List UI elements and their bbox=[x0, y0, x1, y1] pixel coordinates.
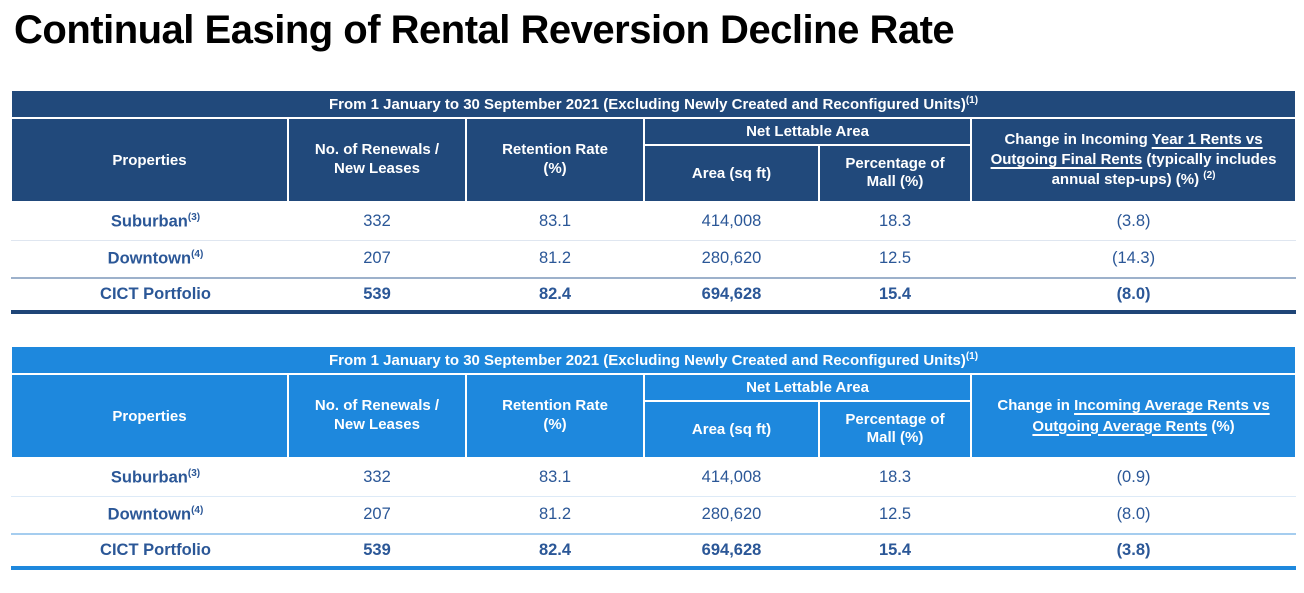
cell-change: (14.3) bbox=[971, 240, 1297, 279]
change-header-suffix: (typically includes annual step-ups) (%) bbox=[1051, 150, 1277, 189]
col-group-net-lettable-area: Net Lettable Area bbox=[643, 117, 972, 146]
footnote-ref-1: (1) bbox=[965, 351, 979, 362]
col-header-retention: Retention Rate (%) bbox=[465, 373, 645, 459]
table-header-row-sub: Area (sq ft) Percentage of Mall (%) bbox=[11, 399, 1296, 460]
col-header-pct-mall: Percentage of Mall (%) bbox=[818, 399, 972, 460]
row-label: Downtown(4) bbox=[11, 240, 288, 279]
cell-renewals: 539 bbox=[288, 278, 466, 314]
row-label-text: Downtown bbox=[107, 505, 192, 524]
col-header-properties: Properties bbox=[10, 373, 289, 459]
cell-retention: 82.4 bbox=[466, 278, 644, 314]
change-header-suffix: (%) bbox=[1207, 417, 1235, 435]
table-header-row-top: Properties No. of Renewals / New Leases … bbox=[10, 117, 1298, 203]
footnote-ref-4: (4) bbox=[191, 249, 204, 260]
total-label: CICT Portfolio bbox=[11, 278, 288, 314]
cell-change: (8.0) bbox=[971, 278, 1297, 314]
col-header-properties: Properties bbox=[10, 117, 289, 203]
total-label: CICT Portfolio bbox=[11, 534, 288, 570]
cell-pct-mall: 12.5 bbox=[819, 496, 971, 535]
footnote-ref-2: (2) bbox=[1203, 170, 1216, 182]
col-header-renewals: No. of Renewals / New Leases bbox=[287, 117, 467, 203]
col-header-change-rents: Change in Incoming Average Rents vs Outg… bbox=[969, 373, 1298, 459]
cell-renewals: 332 bbox=[288, 458, 466, 497]
period-band: From 1 January to 30 September 2021 (Exc… bbox=[9, 89, 1298, 119]
row-label: Downtown(4) bbox=[11, 496, 288, 535]
col-header-pct-mall: Percentage of Mall (%) bbox=[818, 143, 972, 204]
cell-change: (3.8) bbox=[971, 534, 1297, 570]
cell-pct-mall: 18.3 bbox=[819, 458, 971, 497]
cell-retention: 81.2 bbox=[466, 240, 644, 279]
cell-pct-mall: 18.3 bbox=[819, 202, 971, 241]
rental-reversion-table-avg-vs-avg: From 1 January to 30 September 2021 (Exc… bbox=[9, 345, 1298, 570]
cell-renewals: 207 bbox=[288, 496, 466, 535]
cell-area: 694,628 bbox=[644, 534, 819, 570]
table-total-row: CICT Portfolio 539 82.4 694,628 15.4 (3.… bbox=[11, 534, 1297, 570]
table-header-row-sub: Area (sq ft) Percentage of Mall (%) bbox=[11, 143, 1296, 204]
period-band-text: From 1 January to 30 September 2021 (Exc… bbox=[329, 96, 966, 113]
change-header-prefix: Change in bbox=[997, 397, 1075, 414]
change-header-prefix: Change in Incoming bbox=[1004, 131, 1152, 149]
slide: Continual Easing of Rental Reversion Dec… bbox=[0, 8, 1304, 593]
table-band-row: From 1 January to 30 September 2021 (Exc… bbox=[9, 345, 1298, 375]
col-header-change-rents: Change in Incoming Year 1 Rents vs Outgo… bbox=[969, 117, 1298, 203]
cell-area: 280,620 bbox=[644, 496, 819, 535]
cell-pct-mall: 15.4 bbox=[819, 278, 971, 314]
table-band-row: From 1 January to 30 September 2021 (Exc… bbox=[9, 89, 1298, 119]
footnote-ref-3: (3) bbox=[187, 211, 201, 223]
cell-area: 414,008 bbox=[644, 202, 819, 241]
row-label-text: Downtown bbox=[107, 249, 192, 268]
col-header-area: Area (sq ft) bbox=[643, 143, 820, 204]
table-row: Downtown(4) 207 81.2 280,620 12.5 (8.0) bbox=[11, 496, 1297, 535]
change-header-underlined: Year 1 Rents vs Outgoing Final Rents bbox=[990, 131, 1263, 168]
cell-renewals: 332 bbox=[288, 202, 466, 241]
table-total-row: CICT Portfolio 539 82.4 694,628 15.4 (8.… bbox=[11, 278, 1297, 314]
table-row: Downtown(4) 207 81.2 280,620 12.5 (14.3) bbox=[11, 240, 1297, 279]
footnote-ref-4: (4) bbox=[191, 505, 204, 516]
cell-area: 694,628 bbox=[644, 278, 819, 314]
row-label: Suburban(3) bbox=[11, 458, 288, 497]
col-header-area: Area (sq ft) bbox=[643, 399, 820, 460]
cell-change: (8.0) bbox=[971, 496, 1297, 535]
row-label-text: Suburban bbox=[110, 468, 188, 486]
row-label-text: Suburban bbox=[110, 212, 188, 230]
cell-retention: 83.1 bbox=[466, 202, 644, 241]
row-label: Suburban(3) bbox=[11, 202, 288, 241]
cell-area: 280,620 bbox=[644, 240, 819, 279]
cell-renewals: 207 bbox=[288, 240, 466, 279]
cell-renewals: 539 bbox=[288, 534, 466, 570]
cell-area: 414,008 bbox=[644, 458, 819, 497]
page-title: Continual Easing of Rental Reversion Dec… bbox=[14, 8, 955, 52]
period-band-text: From 1 January to 30 September 2021 (Exc… bbox=[329, 352, 966, 369]
col-header-renewals: No. of Renewals / New Leases bbox=[287, 373, 467, 459]
table-row: Suburban(3) 332 83.1 414,008 18.3 (3.8) bbox=[11, 202, 1297, 241]
col-header-retention: Retention Rate (%) bbox=[465, 117, 645, 203]
cell-retention: 83.1 bbox=[466, 458, 644, 497]
cell-pct-mall: 15.4 bbox=[819, 534, 971, 570]
cell-retention: 82.4 bbox=[466, 534, 644, 570]
footnote-ref-1: (1) bbox=[965, 95, 979, 106]
cell-change: (3.8) bbox=[971, 202, 1297, 241]
footnote-ref-3: (3) bbox=[187, 467, 201, 479]
cell-pct-mall: 12.5 bbox=[819, 240, 971, 279]
change-header-underlined: Incoming Average Rents vs Outgoing Avera… bbox=[1032, 397, 1270, 435]
cell-change: (0.9) bbox=[971, 458, 1297, 497]
period-band: From 1 January to 30 September 2021 (Exc… bbox=[9, 345, 1298, 375]
table-row: Suburban(3) 332 83.1 414,008 18.3 (0.9) bbox=[11, 458, 1297, 497]
table-header-row-top: Properties No. of Renewals / New Leases … bbox=[10, 373, 1298, 459]
col-group-net-lettable-area: Net Lettable Area bbox=[643, 373, 972, 402]
rental-reversion-table-year1-vs-final: From 1 January to 30 September 2021 (Exc… bbox=[9, 89, 1298, 314]
cell-retention: 81.2 bbox=[466, 496, 644, 535]
